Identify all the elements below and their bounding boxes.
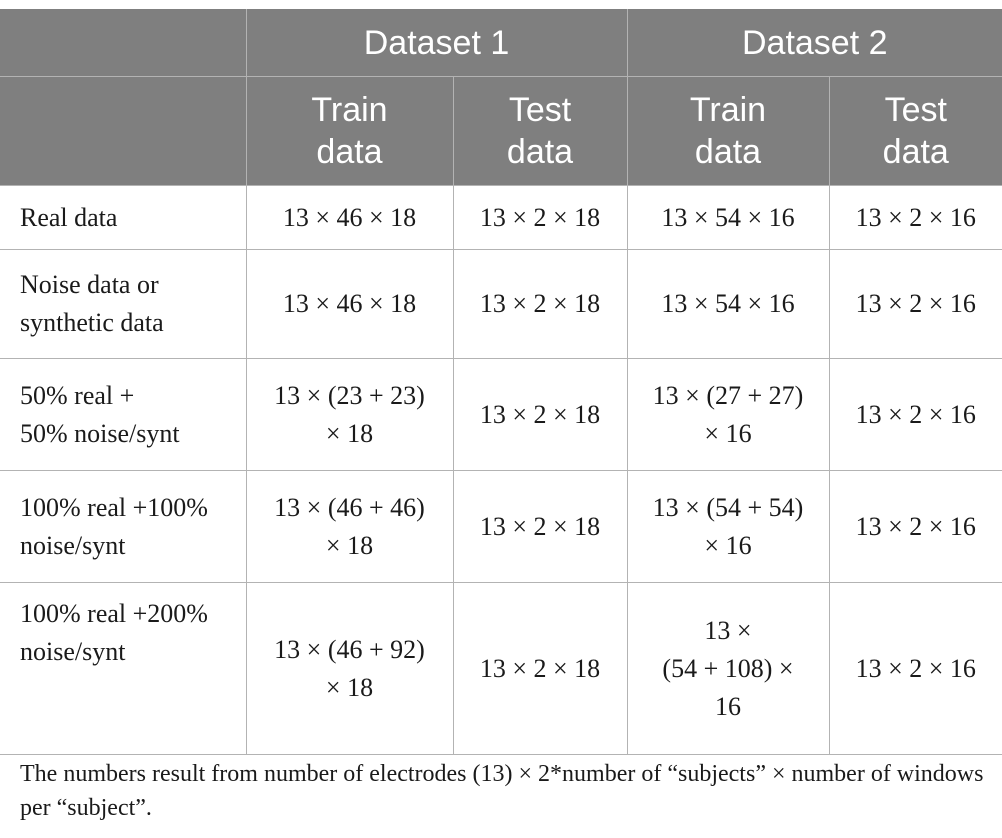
table-row: Real data 13 × 46 × 18 13 × 2 × 18 13 × … — [0, 185, 1002, 250]
cell-line: × 16 — [704, 418, 752, 448]
cell-line: 13 × (46 + 46) — [274, 492, 425, 522]
cell-line: 13 × 46 × 18 — [282, 202, 417, 232]
header-line: Train — [689, 91, 767, 129]
row-label: 50% real + 50% noise/synt — [0, 358, 247, 471]
cell-line: noise/synt — [20, 637, 126, 666]
header-line: Test — [508, 91, 572, 129]
dataset2-test-cell: 13 × 2 × 16 — [828, 470, 1002, 583]
dataset2-train-cell: 13 × (54 + 108) × 16 — [626, 582, 830, 755]
corner-header-cell — [0, 9, 246, 77]
cell-line: 13 × (54 + 54) — [652, 492, 804, 522]
cell-line: Noise data or — [20, 270, 159, 299]
dataset1-train-header: Train data — [245, 76, 453, 186]
header-line: data — [316, 133, 383, 171]
cell-line: × 16 — [704, 530, 752, 560]
dataset1-train-cell: 13 × (46 + 92) × 18 — [245, 582, 454, 755]
dataset1-test-cell: 13 × 2 × 18 — [452, 470, 628, 583]
row-label: 100% real +200% noise/synt — [0, 582, 247, 755]
cell-line: × 18 — [325, 530, 374, 560]
cell-line: noise/synt — [20, 530, 126, 560]
corner-header-cell — [0, 76, 246, 186]
cell-line: Real data — [20, 202, 118, 232]
dataset2-train-cell: 13 × (27 + 27) × 16 — [626, 358, 830, 471]
table-row: 100% real +100% noise/synt 13 × (46 + 46… — [0, 470, 1002, 583]
cell-line: 13 × 54 × 16 — [661, 289, 795, 318]
cell-line: 50% noise/synt — [20, 418, 180, 448]
row-label: 100% real +100% noise/synt — [0, 470, 247, 583]
dataset1-train-cell: 13 × 46 × 18 — [245, 185, 454, 250]
dataset2-train-cell: 13 × (54 + 54) × 16 — [626, 470, 830, 583]
row-label: Noise data or synthetic data — [0, 249, 247, 359]
dataset1-test-cell: 13 × 2 × 18 — [452, 358, 628, 471]
cell-line: 13 × 54 × 16 — [661, 202, 795, 232]
cell-line: 100% real +100% — [20, 492, 208, 522]
dataset1-test-cell: 13 × 2 × 18 — [452, 249, 628, 359]
cell-line: 16 — [715, 691, 741, 721]
dataset1-test-cell: 13 × 2 × 18 — [452, 185, 628, 250]
cell-line: 13 × 46 × 18 — [282, 289, 417, 318]
dataset1-test-header: Test data — [452, 76, 627, 186]
cell-line: (54 + 108) × — [662, 653, 794, 683]
dataset1-train-cell: 13 × (23 + 23) × 18 — [245, 358, 454, 471]
cell-line: 50% real + — [20, 380, 135, 410]
dataset2-test-cell: 13 × 2 × 16 — [828, 358, 1002, 471]
cell-line: 13 × (46 + 92) — [274, 634, 425, 664]
dataset1-train-cell: 13 × (46 + 46) × 18 — [245, 470, 454, 583]
cell-line: 13 × (27 + 27) — [652, 380, 804, 410]
dataset2-train-cell: 13 × 54 × 16 — [626, 249, 830, 359]
table-footnote: The numbers result from number of electr… — [20, 761, 984, 821]
dataset2-test-cell: 13 × 2 × 16 — [828, 185, 1002, 250]
dataset2-test-header: Test data — [828, 76, 1002, 186]
header-line: Test — [884, 91, 947, 129]
dataset1-header: Dataset 1 — [245, 9, 627, 77]
cell-line: × 18 — [325, 418, 374, 448]
dataset2-train-header: Train data — [626, 76, 829, 186]
dataset2-test-cell: 13 × 2 × 16 — [828, 582, 1002, 755]
header-line: Train — [311, 91, 388, 129]
header-line: data — [506, 133, 574, 171]
table-row: Noise data or synthetic data 13 × 46 × 1… — [0, 249, 1002, 359]
dataset2-test-cell: 13 × 2 × 16 — [828, 249, 1002, 359]
row-label: Real data — [0, 185, 247, 250]
dataset1-train-cell: 13 × 46 × 18 — [245, 249, 454, 359]
cell-line: × 18 — [325, 672, 374, 702]
dataset2-train-cell: 13 × 54 × 16 — [626, 185, 830, 250]
cell-line: 13 × — [704, 615, 752, 645]
cell-line: synthetic data — [20, 308, 164, 337]
dataset2-header: Dataset 2 — [626, 9, 1002, 77]
cell-line: 100% real +200% — [20, 599, 208, 628]
cell-line: 13 × (23 + 23) — [274, 380, 425, 410]
header-line: data — [882, 133, 949, 171]
data-split-table: Dataset 1 Dataset 2 Train data Test data… — [0, 9, 1002, 755]
table-row: 50% real + 50% noise/synt 13 × (23 + 23)… — [0, 358, 1002, 471]
header-line: data — [694, 133, 762, 171]
table-row: 100% real +200% noise/synt 13 × (46 + 92… — [0, 582, 1002, 755]
dataset1-test-cell: 13 × 2 × 18 — [452, 582, 628, 755]
